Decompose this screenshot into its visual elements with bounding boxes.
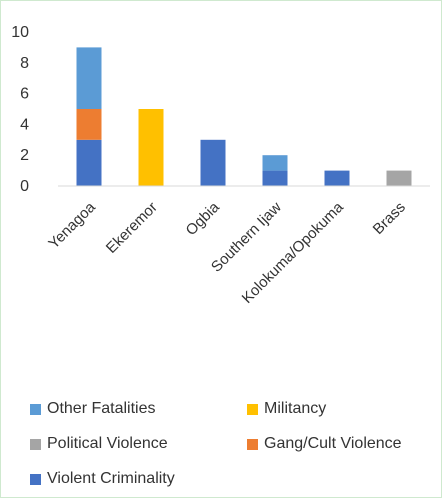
legend-label-violent-criminality: Violent Criminality bbox=[47, 470, 175, 487]
y-tick-label: 8 bbox=[20, 55, 29, 72]
legend-item-violent-criminality: Violent Criminality bbox=[30, 470, 175, 488]
legend-item-militancy: Militancy bbox=[247, 400, 326, 418]
bar-yenagoa-other-fatalities bbox=[76, 47, 102, 109]
legend-label-gang-cult-violence: Gang/Cult Violence bbox=[264, 435, 402, 452]
x-tick-label: Brass bbox=[370, 199, 409, 238]
legend-swatch-violent-criminality bbox=[30, 473, 41, 485]
legend: Other Fatalities Militancy Political Vio… bbox=[0, 380, 444, 500]
y-tick-label: 4 bbox=[20, 116, 29, 133]
legend-swatch-militancy bbox=[247, 403, 258, 415]
bar-southern-ijaw-violent-criminality bbox=[262, 170, 288, 186]
legend-swatch-other-fatalities bbox=[30, 403, 41, 415]
y-tick-label: 10 bbox=[11, 24, 29, 41]
x-tick-label: Ekeremor bbox=[103, 199, 161, 257]
bar-southern-ijaw-other-fatalities bbox=[262, 155, 288, 171]
legend-item-gang-cult-violence: Gang/Cult Violence bbox=[247, 435, 402, 453]
legend-label-other-fatalities: Other Fatalities bbox=[47, 400, 156, 417]
bar-ekeremor-militancy bbox=[138, 109, 164, 186]
bar-yenagoa-gang-cult-violence bbox=[76, 109, 102, 140]
x-tick-label: Yenagoa bbox=[45, 198, 99, 252]
legend-swatch-gang-cult-violence bbox=[247, 438, 258, 450]
y-tick-label: 2 bbox=[20, 147, 29, 164]
legend-swatch-political-violence bbox=[30, 438, 41, 450]
bar-kolokuma-opokuma-violent-criminality bbox=[324, 170, 350, 186]
x-tick-label: Ogbia bbox=[183, 198, 224, 239]
legend-item-political-violence: Political Violence bbox=[30, 435, 168, 453]
bar-yenagoa-violent-criminality bbox=[76, 139, 102, 186]
legend-label-militancy: Militancy bbox=[264, 400, 327, 417]
legend-label-political-violence: Political Violence bbox=[47, 435, 168, 452]
bar-ogbia-violent-criminality bbox=[200, 139, 226, 186]
x-tick-label: Kolokuma/Opokuma bbox=[239, 198, 348, 307]
legend-item-other-fatalities: Other Fatalities bbox=[30, 400, 155, 418]
y-tick-label: 0 bbox=[20, 178, 29, 195]
bar-brass-political-violence bbox=[386, 170, 412, 186]
y-tick-label: 6 bbox=[20, 86, 29, 103]
